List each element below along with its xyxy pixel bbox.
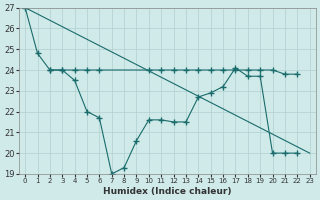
X-axis label: Humidex (Indice chaleur): Humidex (Indice chaleur) (103, 187, 232, 196)
